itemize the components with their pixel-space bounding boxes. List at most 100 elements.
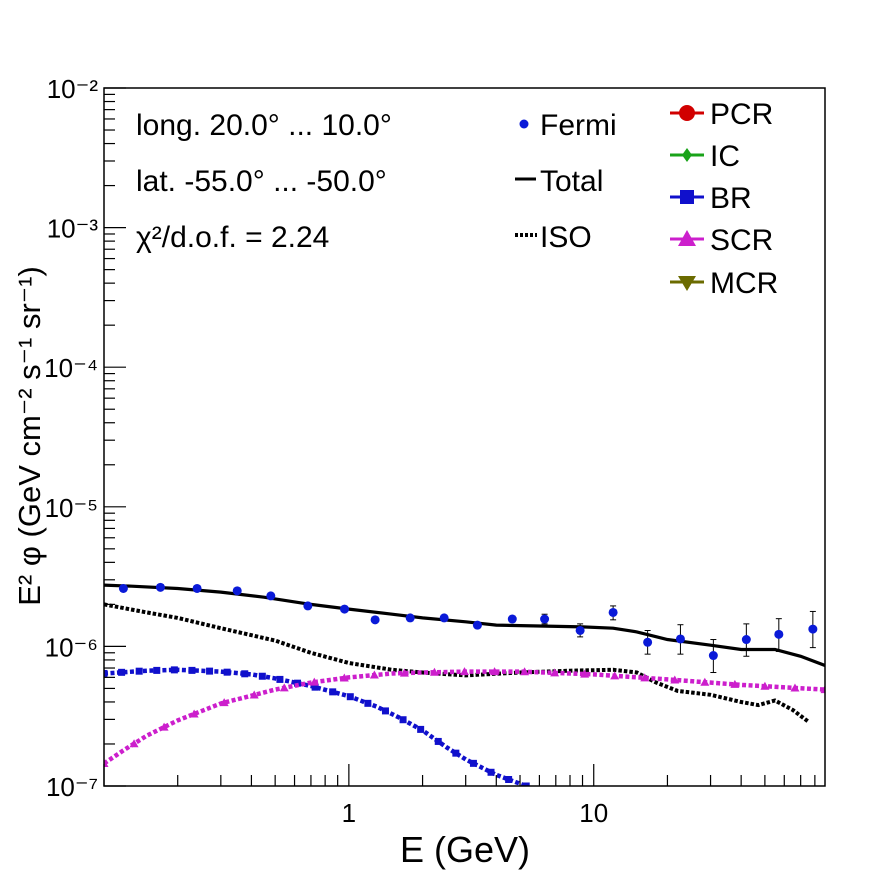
fermi-point <box>741 635 751 645</box>
legend-br-label: BR <box>710 182 752 215</box>
y-tick-label: 10⁻⁴ <box>44 353 98 383</box>
series-scr-marker <box>159 722 169 731</box>
series-scr-marker <box>219 698 229 707</box>
series-br-marker <box>311 683 319 691</box>
annotation-latitude: lat. -55.0° ... -50.0° <box>136 165 387 198</box>
series-br-marker <box>452 749 460 757</box>
series-br-marker <box>153 666 161 674</box>
series-br-marker <box>170 666 178 674</box>
series-br-marker <box>469 759 477 767</box>
series-scr-marker <box>104 758 109 767</box>
series-br-marker <box>381 707 389 715</box>
series-br-marker <box>346 693 354 701</box>
legend-mcr-label: MCR <box>710 267 778 300</box>
plot-frame <box>103 87 826 787</box>
series-br-marker <box>364 699 372 707</box>
series-scr-marker <box>760 681 770 690</box>
plot-layer <box>104 582 825 786</box>
x-axis-label: E (GeV) <box>400 829 530 870</box>
x-tick-label: 10 <box>579 798 608 828</box>
series-scr-marker <box>279 683 289 692</box>
legend-ic-label: IC <box>710 140 740 173</box>
legend-ic-marker <box>682 148 692 162</box>
y-tick-label: 10⁻⁵ <box>45 493 98 523</box>
series-scr-marker <box>550 668 560 677</box>
legend-iso-label: ISO <box>540 221 592 254</box>
series-br-marker <box>104 669 108 677</box>
annotation-chi2: χ²/d.o.f. = 2.24 <box>136 221 329 254</box>
fermi-point <box>405 613 415 623</box>
series-scr-marker <box>700 677 710 686</box>
series-br-marker <box>188 666 196 674</box>
fermi-point <box>303 601 313 611</box>
fermi-point <box>266 591 276 601</box>
series-br-marker <box>241 670 249 678</box>
fermi-point <box>340 604 350 614</box>
series-scr-marker <box>309 677 319 686</box>
series-scr-marker <box>820 685 825 694</box>
fermi-point <box>370 615 380 625</box>
series-br-marker <box>417 725 425 733</box>
fermi-point <box>774 629 784 639</box>
series-scr-marker <box>790 683 800 692</box>
x-tick-label: 1 <box>342 798 356 828</box>
fermi-point <box>118 583 128 593</box>
y-tick-label: 10⁻² <box>47 74 99 104</box>
series-br-marker <box>258 672 266 680</box>
series-scr-marker <box>399 668 409 677</box>
series-scr-marker <box>339 673 349 682</box>
series-scr-marker <box>670 675 680 684</box>
legend-fermi-label: Fermi <box>540 109 617 142</box>
series-br-marker <box>329 688 337 696</box>
fermi-point <box>643 637 653 647</box>
y-tick-label: 10⁻³ <box>47 214 99 244</box>
legend-scr-label: SCR <box>710 224 773 257</box>
legend-fermi-marker <box>519 119 529 129</box>
series-scr-marker <box>429 667 439 676</box>
series-br-marker <box>135 667 143 675</box>
series-br-marker <box>118 668 126 676</box>
series-br-marker <box>206 667 214 675</box>
series-scr-marker <box>460 667 469 676</box>
legend-left: Fermi Total ISO <box>515 109 617 254</box>
annotation-longitude: long. 20.0° ... 10.0° <box>136 109 392 142</box>
legend-scr-marker <box>678 230 696 246</box>
fermi-point <box>708 651 718 661</box>
series-scr-marker <box>129 739 139 748</box>
series-scr-marker <box>369 670 379 679</box>
series-br-marker <box>223 668 231 676</box>
fermi-point <box>439 613 449 623</box>
series-scr-marker <box>520 667 530 676</box>
fermi-point <box>608 607 618 617</box>
y-axis-label: E² φ (GeV cm⁻² s⁻¹ sr⁻¹) <box>12 266 47 606</box>
series-br-marker <box>522 782 530 786</box>
series-scr-marker <box>249 690 259 699</box>
legend-pcr-label: PCR <box>710 98 773 131</box>
legend-right: PCR IC BR SCR MCR <box>670 98 778 300</box>
fermi-point <box>540 614 550 624</box>
fermi-point <box>472 620 482 630</box>
fermi-point <box>507 614 517 624</box>
y-tick-label: 10⁻⁶ <box>45 632 98 662</box>
series-br-marker <box>434 737 442 745</box>
legend-total-label: Total <box>540 165 603 198</box>
series-br-marker <box>487 768 495 776</box>
series-scr-marker <box>610 671 620 680</box>
series-scr-marker <box>490 667 500 676</box>
fermi-point <box>155 582 165 592</box>
legend-br-marker <box>680 190 694 204</box>
fermi-point <box>192 583 202 593</box>
series-scr-marker <box>640 673 650 682</box>
series-scr-marker <box>580 669 590 678</box>
series-br-marker <box>399 716 407 724</box>
y-tick-label: 10⁻⁷ <box>46 772 98 802</box>
fermi-point <box>232 586 242 596</box>
legend-pcr-marker <box>679 105 695 121</box>
fermi-point <box>575 625 585 635</box>
series-br-marker <box>505 776 513 784</box>
series-br-marker <box>276 675 284 683</box>
series-scr-marker <box>730 679 740 688</box>
legend-mcr-marker <box>678 276 696 291</box>
